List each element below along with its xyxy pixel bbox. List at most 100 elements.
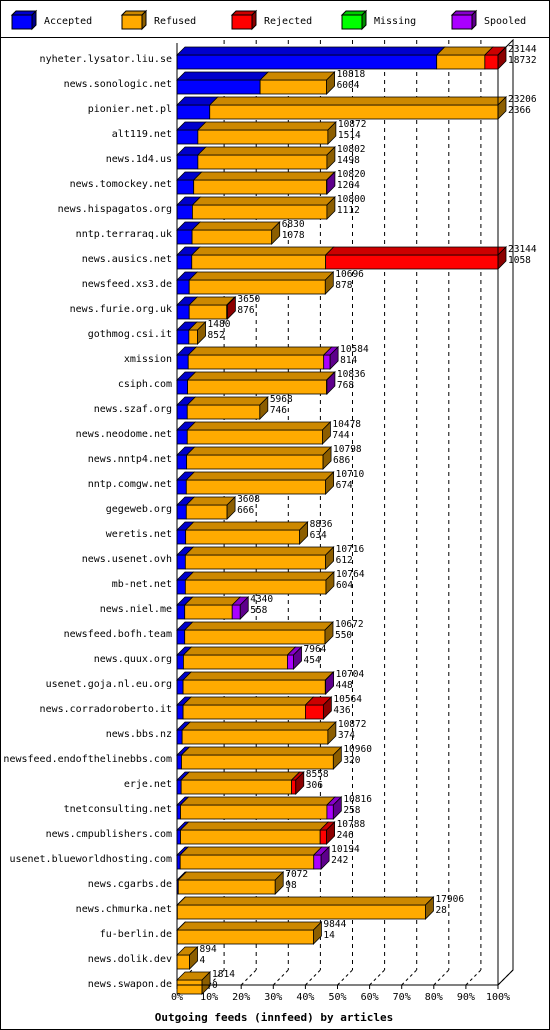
bar-segment [176, 229, 193, 245]
bar-segment [187, 354, 325, 370]
bar-segment-top [176, 896, 435, 906]
bar-end-face [325, 546, 335, 570]
bar-segment-top [176, 71, 270, 81]
accepted-value-label: 634 [310, 530, 327, 541]
category-label: news.1d4.us [106, 154, 172, 165]
bar-segment-top [182, 646, 297, 656]
category-label: news.quux.org [94, 654, 172, 665]
bar-end-face [197, 321, 206, 345]
x-tick-label: 100% [486, 992, 510, 1003]
bar-segment [176, 604, 186, 620]
bar-end-face [325, 571, 335, 595]
bar-segment [176, 129, 199, 145]
category-label: news.chmurka.net [76, 904, 172, 915]
category-label: news.cmpublishers.com [46, 829, 172, 840]
bar-end-face [325, 471, 335, 495]
bar-segment [180, 779, 292, 795]
bar-segment [191, 254, 327, 270]
accepted-value-label: 28 [435, 905, 447, 916]
bar-segment-top [183, 621, 334, 631]
bar-segment-top [179, 821, 330, 831]
bar-segment [176, 729, 183, 745]
bar-segment [184, 629, 326, 645]
category-labels: nyheter.lysator.liu.se news.sonologic.net… [3, 54, 172, 990]
bar-segment [176, 354, 189, 370]
category-label: erje.net [124, 779, 172, 790]
bar-end-face [299, 521, 309, 545]
x-axis-title: Outgoing feeds (innfeed) by articles [155, 1011, 393, 1024]
bar-segment-top [191, 196, 336, 206]
total-value-label: 7964 [304, 644, 327, 655]
total-value-label: 10788 [337, 819, 366, 830]
bar-segment [176, 454, 188, 470]
legend-swatch-side [361, 9, 367, 31]
bar-segment [176, 479, 187, 495]
category-label: news.dolik.dev [88, 954, 172, 965]
category-label: nntp.comgw.net [88, 479, 172, 490]
bar-segment [176, 104, 211, 120]
accepted-value-label: 1204 [337, 180, 360, 191]
bar-end-face [326, 196, 336, 220]
category-label: news.szaf.org [94, 404, 172, 415]
accepted-value-label: 436 [333, 705, 350, 716]
total-value-label: 1814 [212, 969, 235, 980]
legend-swatch [121, 14, 143, 30]
bar-segment-top [180, 746, 343, 756]
bar-segment-top [192, 171, 336, 181]
bar-segment-top [188, 271, 335, 281]
legend-label: Missing [374, 16, 416, 27]
bar-segment [176, 429, 188, 445]
accepted-value-label: 558 [250, 605, 267, 616]
bar-segment [176, 654, 184, 670]
bar-end-face [332, 746, 342, 770]
category-label: gegeweb.org [106, 504, 172, 515]
accepted-value-label: 2366 [508, 105, 531, 116]
bar-end-face [322, 696, 332, 720]
x-axis: 0% 10% 20% 30% 40% 50% 60% 70% 80% 90% 100% [171, 38, 514, 1003]
total-value-label: 8836 [310, 519, 333, 530]
bar-segment [177, 879, 276, 895]
bar-segment [193, 179, 327, 195]
total-value-label: 10564 [333, 694, 362, 705]
accepted-value-label: 768 [337, 380, 354, 391]
accepted-value-label: 674 [336, 480, 353, 491]
chart-bars [176, 46, 507, 995]
category-label: weretis.net [106, 529, 172, 540]
bar-end-face [239, 596, 249, 620]
bar-segment-top [183, 596, 242, 606]
bar-end-face [293, 646, 302, 670]
legend-swatch [451, 14, 473, 30]
category-label: newsfeed.bofh.team [64, 629, 172, 640]
category-label: usenet.goja.nl.eu.org [46, 679, 172, 690]
bar-segment [197, 129, 329, 145]
category-label: newsfeed.endofthelinebbs.com [3, 754, 172, 765]
bar-segment [180, 829, 321, 845]
legend-label: Refused [154, 16, 196, 27]
bar-end-face [313, 921, 322, 945]
bar-segment [176, 904, 426, 920]
category-label: news.neodome.net [76, 429, 172, 440]
total-value-label: 10800 [337, 194, 366, 205]
category-label: news.niel.me [100, 604, 172, 615]
total-value-label: 1480 [208, 319, 231, 330]
bar-end-face [327, 121, 337, 145]
bar-segment [181, 729, 329, 745]
accepted-value-label: 1078 [282, 230, 305, 241]
total-value-label: 10802 [337, 144, 366, 155]
bar-segment [188, 304, 228, 320]
bar-segment [192, 204, 328, 220]
bar-segment [176, 329, 190, 345]
bar-segment-top [180, 771, 301, 781]
category-label: news.bbs.nz [106, 729, 172, 740]
bar-segment-top [176, 921, 323, 931]
bar-segment [176, 204, 193, 220]
accepted-value-label: 306 [306, 780, 323, 791]
accepted-value-label: 878 [335, 280, 352, 291]
bar-segment [323, 354, 331, 370]
bar-segment-top [435, 46, 494, 56]
accepted-value-label: 746 [270, 405, 287, 416]
category-label: news.furie.org.uk [70, 304, 172, 315]
bar-end-face [332, 796, 342, 820]
bar-segment [187, 379, 327, 395]
